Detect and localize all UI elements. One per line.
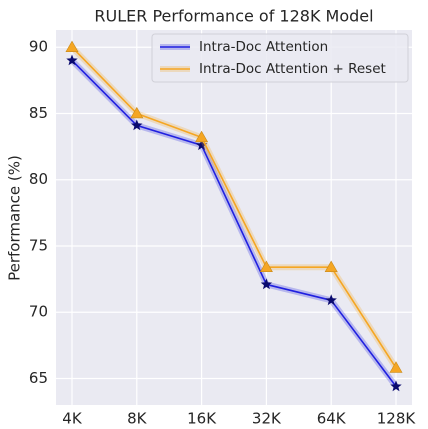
marker bbox=[324, 260, 338, 272]
chart-title: RULER Performance of 128K Model bbox=[94, 7, 373, 26]
legend-box bbox=[151, 33, 409, 83]
legend-label: Intra-Doc Attention bbox=[199, 39, 328, 55]
marker bbox=[131, 119, 143, 131]
y-tick-label: 65 bbox=[29, 369, 48, 387]
x-tick-label: 16K bbox=[187, 410, 217, 428]
y-tick-label: 75 bbox=[29, 236, 48, 254]
x-tick-label: 64K bbox=[317, 410, 347, 428]
marker bbox=[130, 106, 144, 119]
y-tick-label: 85 bbox=[29, 104, 48, 122]
y-tick-label: 80 bbox=[29, 170, 48, 188]
x-tick-label: 8K bbox=[127, 410, 148, 428]
marker bbox=[390, 380, 402, 392]
marker bbox=[260, 278, 273, 290]
series-line bbox=[71, 46, 397, 369]
marker bbox=[389, 361, 403, 373]
legend-label: Intra-Doc Attention + Reset bbox=[199, 61, 386, 77]
x-tick-label: 128K bbox=[377, 410, 417, 428]
marker bbox=[195, 130, 209, 143]
x-tick-label: 32K bbox=[252, 410, 282, 428]
series-line bbox=[71, 59, 397, 387]
marker bbox=[66, 54, 78, 66]
y-tick-label: 70 bbox=[29, 303, 48, 321]
marker bbox=[195, 139, 208, 151]
y-axis-label: Performance (%) bbox=[6, 155, 24, 281]
marker bbox=[325, 294, 337, 306]
x-tick-label: 4K bbox=[62, 410, 83, 428]
marker bbox=[259, 260, 273, 272]
marker bbox=[65, 40, 79, 53]
y-tick-label: 90 bbox=[29, 38, 48, 56]
